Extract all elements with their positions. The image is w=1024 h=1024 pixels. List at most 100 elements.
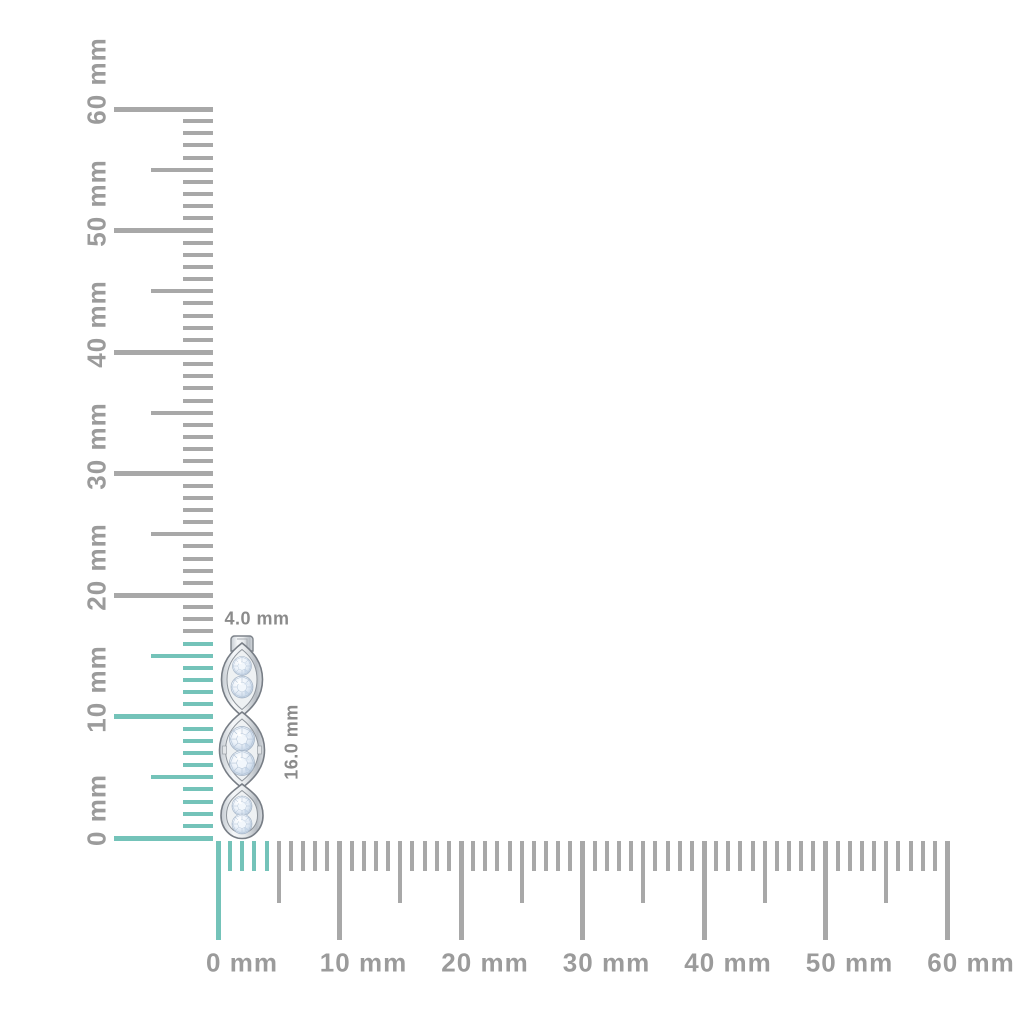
h-ruler-tick-8mm	[313, 841, 318, 871]
v-ruler-tick-55mm	[151, 167, 213, 172]
v-ruler-tick-2mm	[183, 811, 213, 816]
h-ruler-tick-20mm	[458, 841, 464, 940]
h-ruler-tick-45mm	[762, 841, 767, 903]
v-ruler-tick-29mm	[183, 483, 213, 488]
h-ruler-tick-27mm	[544, 841, 549, 871]
v-ruler-tick-15mm	[151, 653, 213, 658]
h-ruler-tick-22mm	[483, 841, 488, 871]
h-ruler-tick-33mm	[616, 841, 621, 871]
h-ruler-tick-26mm	[531, 841, 536, 871]
h-ruler-tick-28mm	[556, 841, 561, 871]
h-ruler-tick-34mm	[629, 841, 634, 871]
h-ruler-tick-46mm	[774, 841, 779, 871]
h-ruler-tick-38mm	[677, 841, 682, 871]
v-ruler-tick-49mm	[183, 240, 213, 245]
h-ruler-tick-5mm	[276, 841, 281, 903]
v-ruler-tick-11mm	[183, 702, 213, 707]
h-ruler-tick-1mm	[228, 841, 233, 871]
v-ruler-tick-33mm	[183, 435, 213, 440]
top-marquise-section	[220, 641, 264, 718]
v-ruler-tick-8mm	[183, 738, 213, 743]
h-ruler-tick-40mm	[701, 841, 707, 940]
h-ruler-tick-18mm	[434, 841, 439, 871]
height-dimension-label: 16.0 mm	[281, 704, 302, 780]
h-ruler-tick-11mm	[349, 841, 354, 871]
h-ruler-label-30mm: 30 mm	[562, 947, 651, 978]
h-ruler-tick-60mm	[944, 841, 950, 940]
v-ruler-tick-13mm	[183, 678, 213, 683]
h-ruler-tick-15mm	[398, 841, 403, 903]
h-ruler-tick-0mm	[215, 841, 221, 940]
v-ruler-tick-7mm	[183, 750, 213, 755]
middle-marquise-section	[218, 710, 266, 790]
v-ruler-tick-36mm	[183, 398, 213, 403]
v-ruler-label-40mm: 40 mm	[81, 280, 112, 368]
v-ruler-label-0mm: 0 mm	[81, 774, 112, 846]
v-ruler-tick-48mm	[183, 252, 213, 257]
h-ruler-tick-29mm	[568, 841, 573, 871]
v-ruler-label-60mm: 60 mm	[81, 37, 112, 125]
h-ruler-tick-10mm	[337, 841, 342, 940]
v-ruler-tick-19mm	[183, 605, 213, 610]
v-ruler-tick-57mm	[183, 143, 213, 148]
v-ruler-tick-43mm	[183, 313, 213, 318]
h-ruler-tick-56mm	[896, 841, 901, 871]
h-ruler-tick-36mm	[653, 841, 658, 871]
h-ruler-tick-25mm	[519, 841, 524, 903]
h-ruler-label-20mm: 20 mm	[441, 947, 529, 978]
v-ruler-tick-39mm	[183, 362, 213, 367]
v-ruler-tick-25mm	[151, 532, 213, 537]
h-ruler-tick-23mm	[495, 841, 500, 871]
h-ruler-tick-35mm	[641, 841, 646, 903]
h-ruler-tick-2mm	[240, 841, 245, 871]
h-ruler-tick-47mm	[787, 841, 792, 871]
v-ruler-label-20mm: 20 mm	[81, 523, 112, 611]
h-ruler-tick-7mm	[301, 841, 306, 871]
h-ruler-tick-13mm	[373, 841, 378, 871]
v-ruler-tick-3mm	[183, 799, 213, 804]
h-ruler-tick-17mm	[422, 841, 427, 871]
h-ruler-tick-59mm	[932, 841, 937, 871]
h-ruler-tick-53mm	[859, 841, 864, 871]
v-ruler-tick-28mm	[183, 495, 213, 500]
v-ruler-tick-27mm	[183, 507, 213, 512]
v-ruler-tick-16mm	[183, 641, 213, 646]
v-ruler-tick-45mm	[151, 289, 213, 294]
v-ruler-tick-59mm	[183, 119, 213, 124]
v-ruler-tick-22mm	[183, 568, 213, 573]
v-ruler-tick-9mm	[183, 726, 213, 731]
v-ruler-tick-0mm	[114, 835, 213, 841]
h-ruler-label-60mm: 60 mm	[927, 947, 1015, 978]
v-ruler-label-50mm: 50 mm	[81, 158, 112, 247]
v-ruler-tick-4mm	[183, 787, 213, 792]
v-ruler-label-10mm: 10 mm	[81, 644, 112, 733]
v-ruler-tick-18mm	[183, 617, 213, 622]
h-ruler-label-0mm: 0 mm	[206, 947, 278, 978]
h-ruler-tick-12mm	[361, 841, 366, 871]
h-ruler-tick-49mm	[811, 841, 816, 871]
h-ruler-tick-32mm	[604, 841, 609, 871]
v-ruler-tick-40mm	[114, 349, 213, 355]
h-ruler-label-40mm: 40 mm	[684, 947, 772, 978]
v-ruler-label-30mm: 30 mm	[81, 401, 112, 490]
v-ruler-tick-44mm	[183, 301, 213, 306]
v-ruler-tick-5mm	[151, 775, 213, 780]
h-ruler-tick-16mm	[410, 841, 415, 871]
v-ruler-tick-51mm	[183, 216, 213, 221]
v-ruler-tick-34mm	[183, 422, 213, 427]
h-ruler-tick-54mm	[872, 841, 877, 871]
v-ruler-tick-17mm	[183, 629, 213, 634]
h-ruler-label-10mm: 10 mm	[319, 947, 408, 978]
v-ruler-tick-52mm	[183, 204, 213, 209]
h-ruler-tick-43mm	[738, 841, 743, 871]
v-ruler-tick-42mm	[183, 325, 213, 330]
h-ruler-tick-30mm	[580, 841, 585, 940]
h-ruler-tick-44mm	[750, 841, 755, 871]
v-ruler-tick-23mm	[183, 556, 213, 561]
v-ruler-tick-60mm	[114, 106, 213, 112]
h-ruler-tick-58mm	[920, 841, 925, 871]
v-ruler-tick-41mm	[183, 337, 213, 342]
h-ruler-tick-24mm	[507, 841, 512, 871]
h-ruler-tick-52mm	[847, 841, 852, 871]
